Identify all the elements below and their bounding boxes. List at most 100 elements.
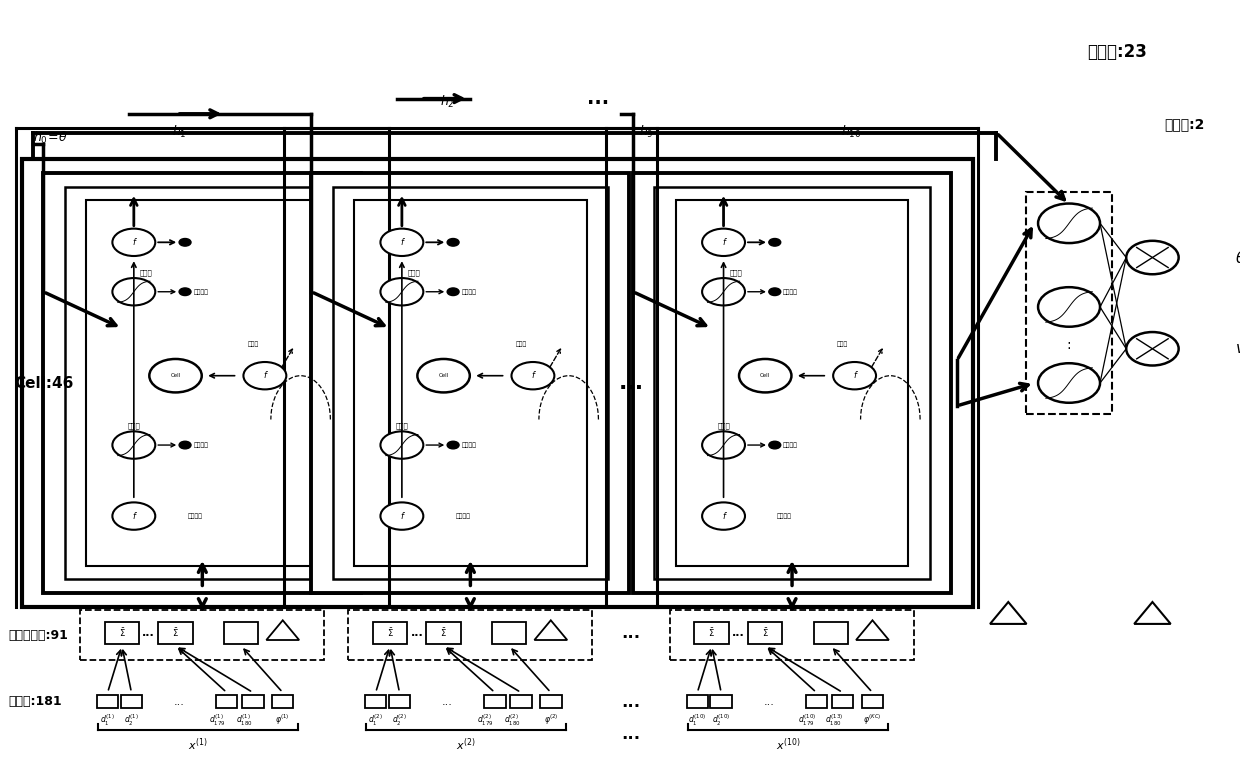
Circle shape <box>511 362 554 389</box>
Text: f: f <box>401 237 403 247</box>
Text: 遗忘门: 遗忘门 <box>837 341 848 346</box>
Text: f: f <box>133 237 135 247</box>
Circle shape <box>1126 241 1179 274</box>
Circle shape <box>381 502 423 530</box>
Text: :: : <box>1066 338 1071 352</box>
Text: $x^{(10)}$: $x^{(10)}$ <box>775 737 800 753</box>
Bar <box>373 622 407 643</box>
Text: $d_{179}^{(10)}$: $d_{179}^{(10)}$ <box>797 713 816 728</box>
Circle shape <box>1126 332 1179 365</box>
Circle shape <box>769 238 781 246</box>
Text: ...: ... <box>732 627 745 637</box>
Text: $x^{(1)}$: $x^{(1)}$ <box>188 737 208 753</box>
Text: ...: ... <box>174 696 185 706</box>
Bar <box>711 695 732 709</box>
Circle shape <box>381 431 423 459</box>
Text: 输入单元: 输入单元 <box>461 442 476 448</box>
Polygon shape <box>1135 602 1171 624</box>
Text: 遗忘门: 遗忘门 <box>247 341 259 346</box>
Bar <box>22 159 972 607</box>
Bar <box>332 187 608 579</box>
Text: ...: ... <box>441 696 453 706</box>
Text: Cell:46: Cell:46 <box>15 375 74 391</box>
Text: f: f <box>133 512 135 521</box>
Text: ...: ... <box>143 627 155 637</box>
Text: ...: ... <box>621 624 641 642</box>
Bar <box>120 695 143 709</box>
Text: 输入门: 输入门 <box>396 423 409 430</box>
Bar <box>242 695 264 709</box>
Text: 输入单元: 输入单元 <box>193 442 208 448</box>
Bar <box>348 611 593 660</box>
Circle shape <box>381 228 423 256</box>
Text: ...: ... <box>588 89 610 108</box>
Polygon shape <box>856 620 889 640</box>
Polygon shape <box>267 620 299 640</box>
Circle shape <box>448 238 459 246</box>
Circle shape <box>381 278 423 306</box>
Text: $v$: $v$ <box>1235 342 1240 356</box>
Text: $d_1^{(10)}$: $d_1^{(10)}$ <box>688 713 707 728</box>
Circle shape <box>702 228 745 256</box>
Text: 记忆模块: 记忆模块 <box>777 513 792 519</box>
Circle shape <box>1038 363 1100 403</box>
Bar <box>670 611 914 660</box>
Bar <box>862 695 883 709</box>
Text: 遗忘单元: 遗忘单元 <box>784 289 799 295</box>
Bar <box>355 201 587 565</box>
Bar <box>655 187 930 579</box>
Circle shape <box>1038 204 1100 243</box>
Text: ...: ... <box>621 692 641 711</box>
Text: $\bar{\Sigma}$: $\bar{\Sigma}$ <box>761 627 769 639</box>
Text: 输出门: 输出门 <box>140 270 153 276</box>
Text: $d_2^{(1)}$: $d_2^{(1)}$ <box>124 713 139 728</box>
Bar <box>832 695 853 709</box>
Text: f: f <box>853 372 856 380</box>
Bar <box>64 187 340 579</box>
Circle shape <box>769 441 781 449</box>
Bar <box>511 695 532 709</box>
Text: Cell: Cell <box>170 373 181 378</box>
Bar <box>806 695 827 709</box>
Text: $d_2^{(10)}$: $d_2^{(10)}$ <box>712 713 730 728</box>
Bar <box>813 622 848 643</box>
Text: $\bar{\Sigma}$: $\bar{\Sigma}$ <box>172 627 179 639</box>
Polygon shape <box>534 620 567 640</box>
Text: $d_1^{(2)}$: $d_1^{(2)}$ <box>368 713 383 728</box>
Bar <box>748 622 782 643</box>
Text: $\varphi^{(1)}$: $\varphi^{(1)}$ <box>275 713 290 728</box>
Text: $h_9$: $h_9$ <box>639 124 653 140</box>
Bar <box>541 695 562 709</box>
Bar <box>427 622 461 643</box>
Circle shape <box>243 362 286 389</box>
Bar <box>365 695 387 709</box>
Text: 输出层:2: 输出层:2 <box>1164 117 1205 132</box>
Text: $h_1$: $h_1$ <box>172 124 187 140</box>
Polygon shape <box>990 602 1027 624</box>
Bar <box>632 173 951 593</box>
Text: ...: ... <box>621 725 641 742</box>
Circle shape <box>179 288 191 296</box>
Text: $\bar{\Sigma}$: $\bar{\Sigma}$ <box>119 627 125 639</box>
Circle shape <box>179 441 191 449</box>
Bar <box>272 695 294 709</box>
Circle shape <box>113 228 155 256</box>
Bar <box>694 622 729 643</box>
Bar <box>216 695 238 709</box>
Text: $d_{180}^{(1)}$: $d_{180}^{(1)}$ <box>237 713 253 728</box>
Text: 输出门: 输出门 <box>408 270 420 276</box>
Text: Cell: Cell <box>760 373 770 378</box>
Text: $d_{180}^{(13)}$: $d_{180}^{(13)}$ <box>826 713 843 728</box>
Text: $\varphi^{(2)}$: $\varphi^{(2)}$ <box>543 713 558 728</box>
Text: 记忆模块: 记忆模块 <box>187 513 202 519</box>
Bar <box>159 622 192 643</box>
Circle shape <box>418 359 470 392</box>
Text: $d_{179}^{(2)}$: $d_{179}^{(2)}$ <box>477 713 494 728</box>
Text: $\bar{\Sigma}$: $\bar{\Sigma}$ <box>387 627 393 639</box>
Text: 输入层:181: 输入层:181 <box>9 695 62 708</box>
Circle shape <box>113 431 155 459</box>
Circle shape <box>769 288 781 296</box>
Bar <box>687 695 708 709</box>
Text: $d_{179}^{(1)}$: $d_{179}^{(1)}$ <box>208 713 226 728</box>
Bar <box>676 201 908 565</box>
